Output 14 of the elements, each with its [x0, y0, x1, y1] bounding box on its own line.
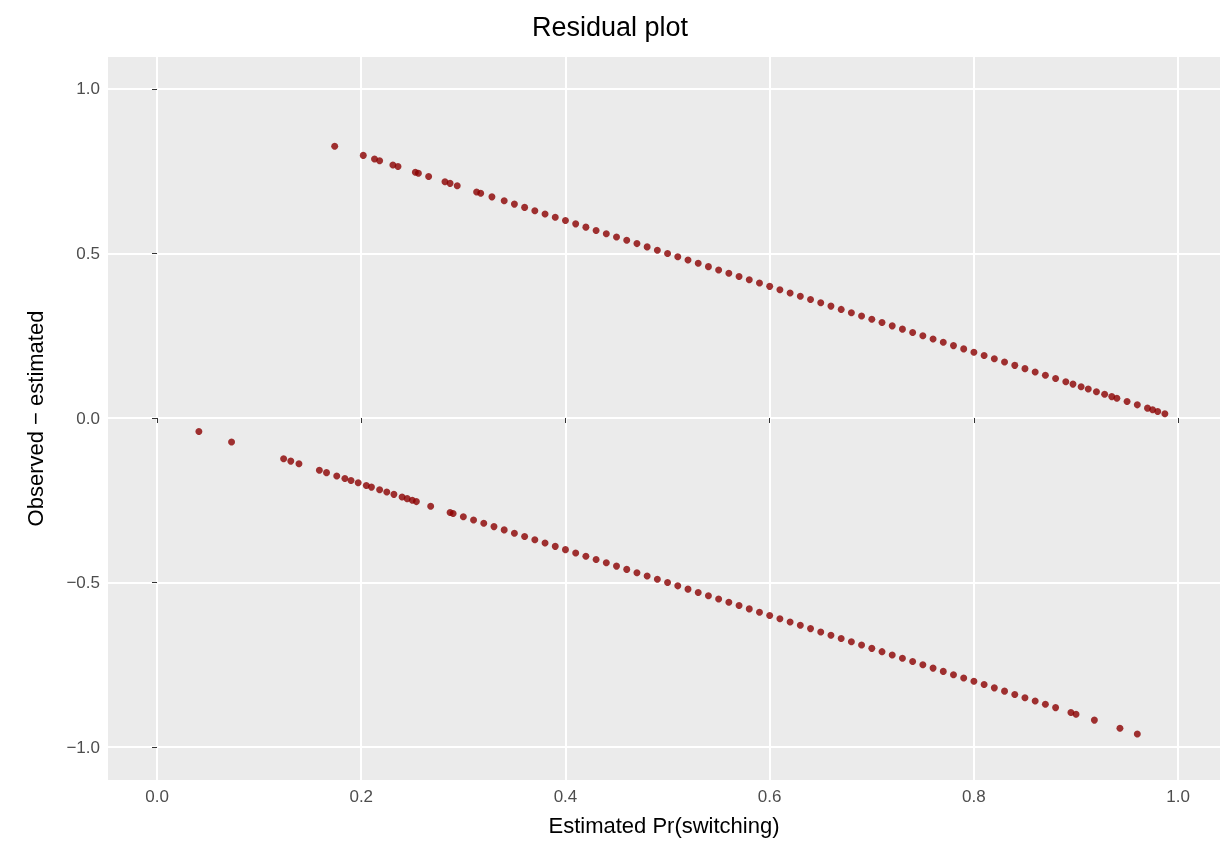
x-tick-label: 0.6 — [757, 787, 782, 806]
x-tick-label: 0.8 — [962, 787, 986, 806]
chart-title: Residual plot — [531, 11, 689, 42]
x-tick-label: 0.0 — [145, 787, 169, 806]
x-tick-label: 0.4 — [553, 787, 578, 806]
x-tick-label: 1.0 — [1166, 787, 1190, 806]
x-tick-label: 0.2 — [349, 787, 374, 806]
y-tick-label: 0.5 — [76, 243, 100, 263]
x-axis-title: Estimated Pr(switching) — [548, 812, 780, 838]
y-tick-label: −1.0 — [66, 737, 100, 757]
y-tick-label: −0.5 — [66, 573, 100, 593]
y-tick-label: 1.0 — [76, 79, 100, 99]
y-axis-title: Observed − estimated — [22, 310, 48, 527]
y-tick-label: 0.0 — [76, 408, 100, 428]
